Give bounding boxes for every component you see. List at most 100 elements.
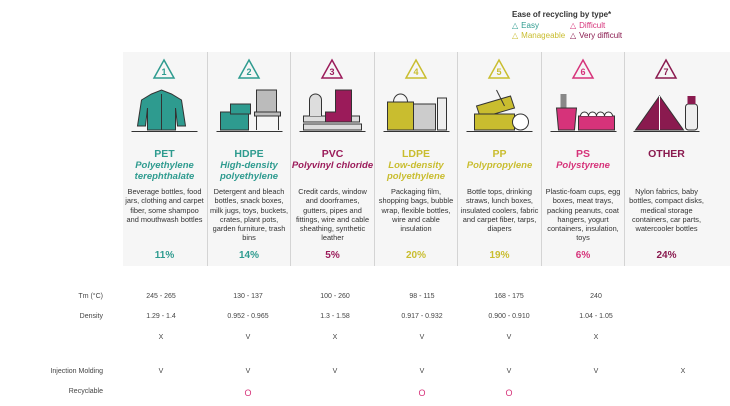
recycling-triangle-icon: 3 <box>320 58 344 79</box>
row-value: 130 - 137 <box>233 293 263 300</box>
plastic-abbreviation: HDPE <box>234 148 264 160</box>
row-value: 245 - 265 <box>146 293 176 300</box>
plastic-uses: Beverage bottles, food jars, clothing an… <box>125 187 204 224</box>
plastic-abbreviation: PP <box>492 148 507 160</box>
row-label: Recyclable <box>68 388 103 395</box>
plastic-abbreviation: PVC <box>321 148 344 160</box>
svg-text:6: 6 <box>580 67 585 77</box>
row-value: X <box>593 334 599 341</box>
plastic-full-name: High-density polyethylene <box>219 160 279 182</box>
row-value: 0.952 - 0.965 <box>227 313 269 320</box>
recycling-triangle-icon: 2 <box>237 58 260 79</box>
recycling-triangle-icon: 6 <box>571 58 594 79</box>
lunchbox-icon <box>466 89 533 132</box>
plastic-card-other: 7 OTHER Nylon fabrics, baby bottles, com… <box>624 52 708 266</box>
recycling-triangle-icon: 4 <box>404 58 427 79</box>
legend-item: △ Difficult <box>570 21 640 30</box>
recycling-triangle-icon: 7 <box>654 58 678 79</box>
plastic-share-percent: 20% <box>405 250 426 261</box>
plastic-share-percent: 11% <box>154 250 175 261</box>
cups-eggbox-icon <box>550 94 616 132</box>
row-value: 168 - 175 <box>494 293 524 300</box>
legend-label: Manageable <box>521 31 566 40</box>
plastic-abbreviation: PET <box>154 148 175 160</box>
row-value: 100 - 260 <box>320 293 350 300</box>
row-value: X <box>158 334 164 341</box>
row-value: V <box>419 334 425 341</box>
plastic-full-name: Polyethylene terephthalate <box>134 160 195 182</box>
plastic-uses: Bottle tops, drinking straws, lunch boxe… <box>460 187 539 234</box>
plastic-uses: Detergent and bleach bottles, snack boxe… <box>209 187 289 243</box>
recycling-triangle-icon: 1 <box>152 58 176 79</box>
tent-bottle-icon <box>633 95 700 132</box>
row-label: Density <box>79 313 103 320</box>
bags-icon <box>383 93 449 132</box>
svg-text:7: 7 <box>663 67 668 77</box>
svg-text:5: 5 <box>496 67 501 77</box>
row-value: 1.04 - 1.05 <box>579 313 613 320</box>
row-label: Tm (°C) <box>78 293 103 300</box>
plastic-uses: Plastic-foam cups, egg boxes, meat trays… <box>545 187 621 243</box>
row-value: X <box>680 368 686 375</box>
legend-item: △ Very difficult <box>570 31 640 40</box>
row-value: V <box>419 368 425 375</box>
row-value: V <box>158 368 164 375</box>
row-value: O <box>418 388 426 398</box>
svg-text:3: 3 <box>329 67 334 77</box>
plastic-types-panel: 1 PET Polyethylene terephthalate Beverag… <box>123 52 730 266</box>
plastic-share-percent: 5% <box>325 250 340 261</box>
row-value: V <box>332 368 338 375</box>
triangle-icon: △ <box>570 21 577 30</box>
row-value: X <box>332 334 338 341</box>
row-value: V <box>245 368 251 375</box>
pipes-boot-icon <box>299 89 366 132</box>
plastic-share-percent: 14% <box>238 250 259 261</box>
crates-chair-icon <box>216 89 282 132</box>
plastic-abbreviation: PS <box>575 148 590 160</box>
row-value: V <box>506 334 512 341</box>
row-value: 1.29 - 1.4 <box>146 313 176 320</box>
legend-item: △ Easy <box>512 21 570 30</box>
plastic-full-name: Polypropylene <box>466 160 533 171</box>
row-value: 1.3 - 1.58 <box>320 313 350 320</box>
plastic-card-pet: 1 PET Polyethylene terephthalate Beverag… <box>123 52 206 266</box>
row-value: O <box>244 388 252 398</box>
legend-label: Easy <box>521 21 539 30</box>
row-value: 0.917 - 0.932 <box>401 313 443 320</box>
plastic-full-name: Polystyrene <box>556 160 610 171</box>
row-value: 240 <box>590 293 602 300</box>
plastic-abbreviation: LDPE <box>401 148 430 160</box>
svg-text:2: 2 <box>246 67 251 77</box>
plastic-uses: Credit cards, window and doorframes, gut… <box>295 187 370 243</box>
plastic-share-percent: 24% <box>656 250 677 261</box>
jacket-icon <box>131 89 198 132</box>
svg-text:1: 1 <box>161 67 166 77</box>
plastic-share-percent: 6% <box>575 250 591 261</box>
row-value: 98 - 115 <box>409 293 435 300</box>
triangle-icon: △ <box>512 21 519 30</box>
row-value: 0.900 - 0.910 <box>488 313 530 320</box>
legend-title: Ease of recycling by type* <box>512 10 612 19</box>
plastic-card-pp: 5 PP Polypropylene Bottle tops, drinking… <box>457 52 541 266</box>
plastic-card-pvc: 3 PVC Polyvinyl chloride Credit cards, w… <box>290 52 374 266</box>
plastic-card-ldpe: 4 LDPE Low-density polyethylene Packagin… <box>373 52 458 266</box>
plastic-uses: Nylon fabrics, baby bottles, compact dis… <box>629 187 704 234</box>
row-value: V <box>593 368 599 375</box>
recycling-legend: Ease of recycling by type* △ Easy △ Difficu… <box>512 10 640 40</box>
row-value: V <box>245 334 251 341</box>
row-label: Injection Molding <box>50 368 103 375</box>
plastic-full-name: Low-density polyethylene <box>386 160 446 182</box>
legend-label: Difficult <box>579 21 606 30</box>
row-value: O <box>505 388 513 398</box>
row-value: V <box>506 368 512 375</box>
plastic-abbreviation: OTHER <box>648 148 685 160</box>
plastic-uses: Packaging film, shopping bags, bubble wr… <box>378 187 454 234</box>
plastic-card-ps: 6 PS Polystyrene Plastic-foam cups, egg … <box>540 52 625 266</box>
plastic-full-name: Polyvinyl chloride <box>291 160 374 171</box>
recycling-triangle-icon: 5 <box>487 58 511 79</box>
svg-text:4: 4 <box>413 67 418 77</box>
legend-item: △ Manageable <box>512 31 570 40</box>
plastic-share-percent: 19% <box>489 250 510 261</box>
triangle-icon: △ <box>512 31 519 40</box>
plastic-card-hdpe: 2 HDPE High-density polyethylene Deterge… <box>206 52 291 266</box>
